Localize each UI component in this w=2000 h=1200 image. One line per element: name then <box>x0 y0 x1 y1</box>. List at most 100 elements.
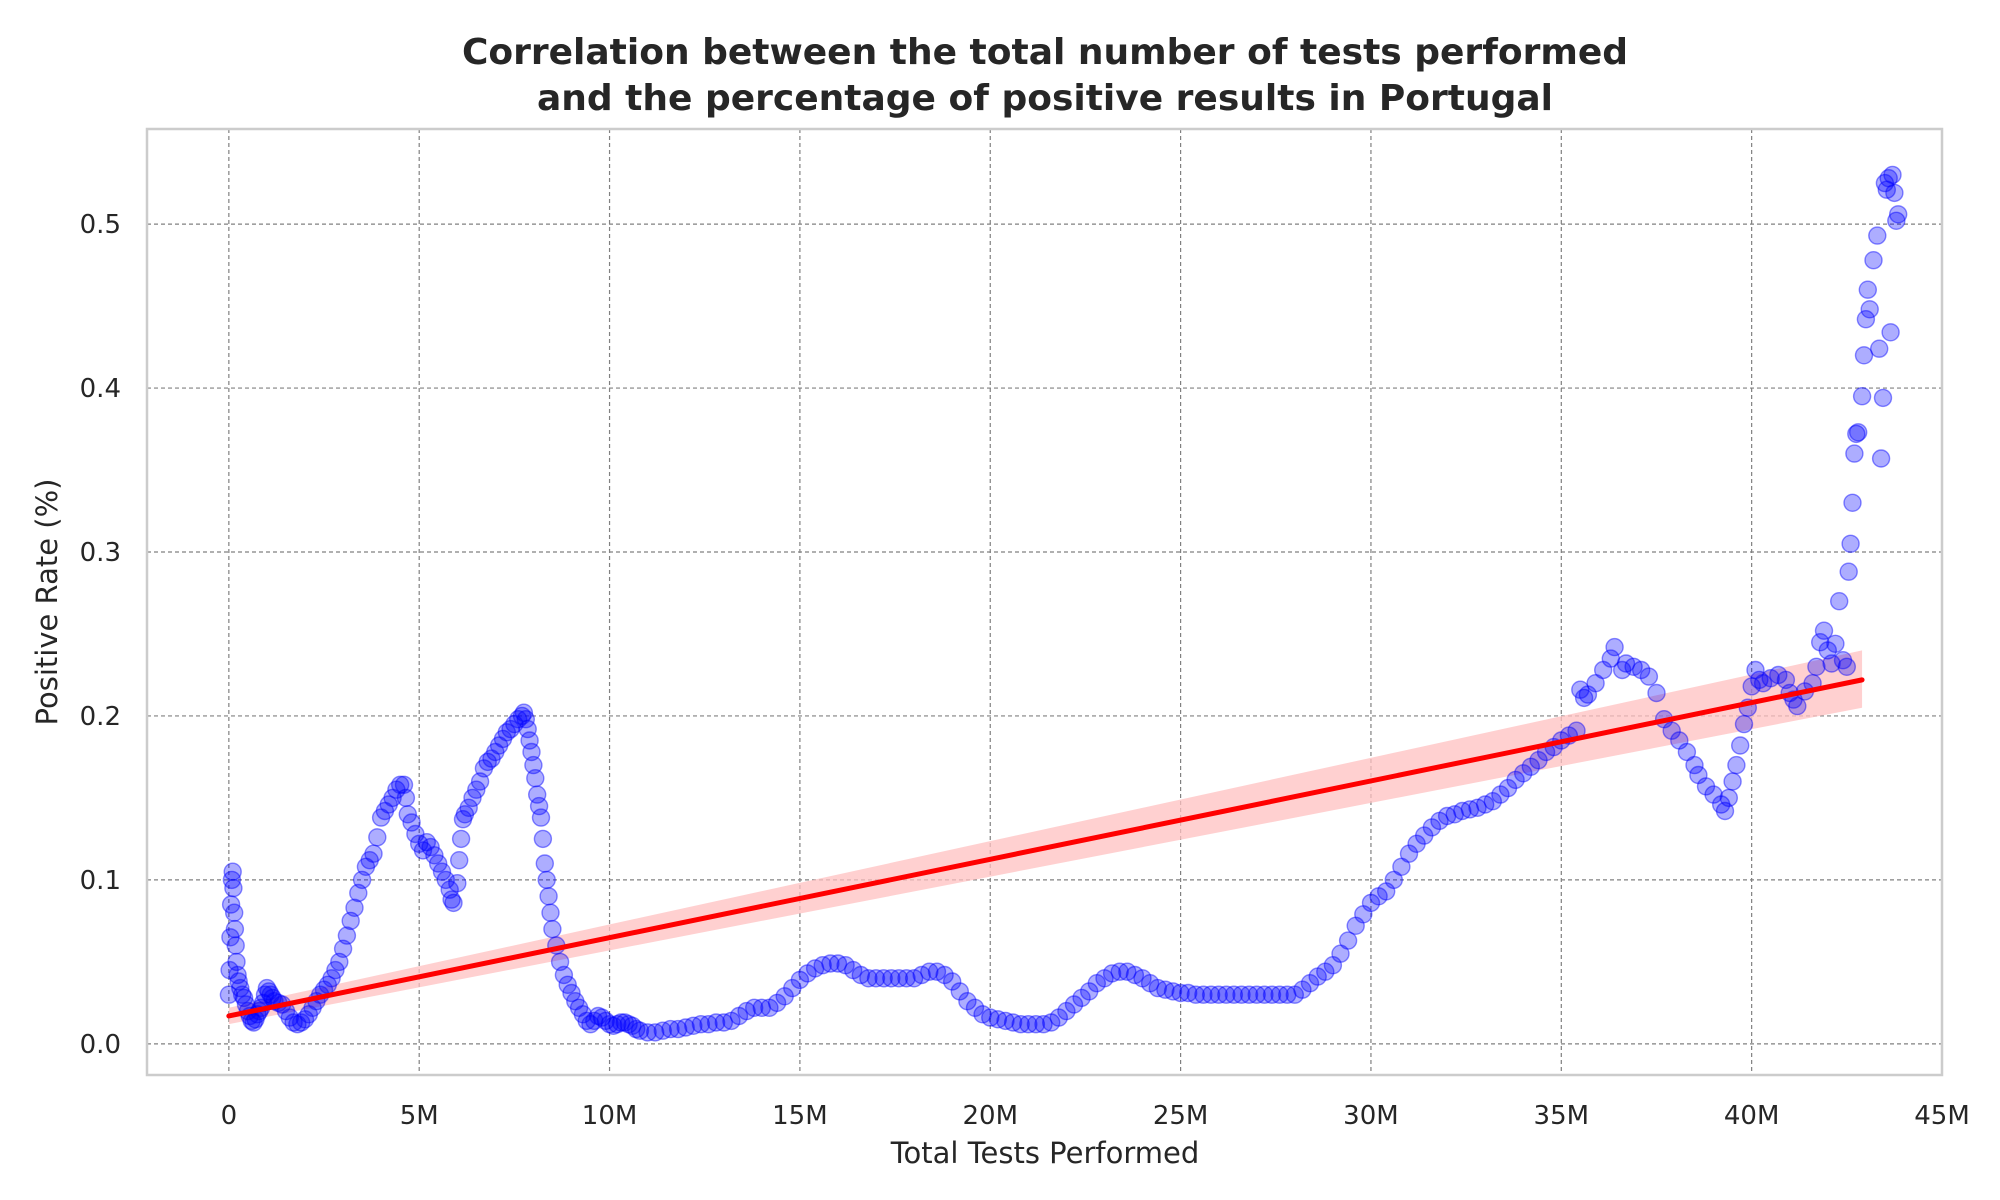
scatter-point <box>349 883 368 903</box>
scatter-point <box>1468 798 1487 817</box>
scatter-points-layer <box>219 165 1908 1042</box>
scatter-point <box>1087 974 1107 993</box>
scatter-point <box>1852 387 1872 406</box>
x-tick-label: 25M <box>1153 1101 1209 1131</box>
scatter-point <box>882 969 901 988</box>
scatter-point <box>1858 280 1878 299</box>
scatter-point <box>1445 805 1464 824</box>
scatter-point <box>1746 660 1765 680</box>
scatter-point <box>760 998 779 1017</box>
scatter-point <box>444 893 463 913</box>
scatter-point <box>1079 982 1099 1001</box>
scatter-point <box>322 969 341 988</box>
scatter-point <box>611 1013 631 1032</box>
scatter-point <box>402 813 421 832</box>
scatter-point <box>851 965 870 985</box>
scatter-point <box>219 985 239 1004</box>
scatter-point <box>1194 985 1213 1004</box>
scatter-point <box>1864 251 1883 270</box>
scatter-point <box>1437 806 1457 826</box>
scatter-point <box>653 1021 672 1040</box>
scatter-point <box>1201 985 1221 1004</box>
scatter-point <box>220 960 239 980</box>
scatter-point <box>226 936 245 955</box>
scatter-point <box>522 742 541 762</box>
scatter-point <box>1883 165 1902 185</box>
scatter-point <box>459 798 478 817</box>
scatter-point <box>417 833 436 852</box>
scatter-point <box>533 829 553 849</box>
scatter-point <box>528 785 547 804</box>
scatter-point <box>221 928 240 947</box>
scatter-point <box>501 719 520 739</box>
scatter-point <box>1730 736 1750 755</box>
scatter-point <box>630 1021 650 1040</box>
plot-frame <box>145 127 1944 1077</box>
x-axis-label: Total Tests Performed <box>890 1136 1199 1170</box>
scatter-point <box>1856 310 1876 329</box>
scatter-point <box>455 805 475 824</box>
scatter-point <box>615 1013 634 1032</box>
scatter-point <box>1616 654 1636 673</box>
scatter-point <box>1631 660 1651 680</box>
x-tick-label: 10M <box>582 1101 638 1131</box>
scatter-point <box>1521 757 1541 776</box>
scatter-point <box>1171 983 1190 1003</box>
scatter-point <box>371 808 391 827</box>
scatter-point <box>577 1011 596 1031</box>
scatter-point <box>1331 944 1350 963</box>
scatter-point <box>450 851 469 870</box>
scatter-point <box>1601 649 1621 668</box>
scatter-point <box>1369 887 1388 906</box>
scatter-point <box>391 775 410 794</box>
scatter-point <box>330 952 349 972</box>
scatter-point <box>1888 205 1908 224</box>
scatter-point <box>798 964 817 983</box>
scatter-point <box>1392 857 1411 876</box>
scatter-point <box>813 956 832 975</box>
scatter-point <box>1647 683 1666 703</box>
scatter-point <box>1829 592 1849 611</box>
scatter-point <box>1873 388 1893 408</box>
scatter-point <box>1186 985 1206 1004</box>
scatter-point <box>1376 882 1396 901</box>
scatter-point <box>1232 985 1251 1004</box>
scatter-point <box>874 969 893 988</box>
scatter-point <box>255 985 275 1004</box>
scatter-point <box>292 1013 311 1032</box>
scatter-point <box>581 1014 600 1034</box>
scatter-point <box>943 972 962 991</box>
scatter-point <box>1255 985 1274 1004</box>
scatter-point <box>360 851 379 870</box>
x-tick-label: 45M <box>1914 1101 1970 1131</box>
scatter-point <box>529 796 549 816</box>
scatter-point <box>1605 637 1624 657</box>
scatter-point <box>352 870 372 890</box>
scatter-point <box>1026 1014 1046 1034</box>
scatter-point <box>585 1011 604 1031</box>
scatter-point <box>379 795 398 814</box>
scatter-point <box>550 952 570 972</box>
scatter-point <box>981 1008 1000 1027</box>
scatter-point <box>844 960 863 980</box>
scatter-point <box>1723 772 1742 791</box>
scatter-point <box>1847 424 1866 444</box>
scatter-point <box>1715 801 1735 821</box>
scatter-point <box>1814 621 1834 640</box>
scatter-point <box>1869 339 1889 358</box>
scatter-point <box>1875 173 1895 193</box>
scatter-point <box>988 1010 1008 1029</box>
scatter-point <box>1826 634 1845 653</box>
scatter-point <box>425 846 444 865</box>
y-tick-label: 0.3 <box>80 538 121 568</box>
scatter-point <box>904 969 924 988</box>
scatter-point <box>745 998 764 1017</box>
scatter-point <box>368 828 387 847</box>
scatter-point <box>996 1011 1015 1031</box>
scatter-point <box>1868 226 1887 245</box>
scatter-point <box>1019 1014 1038 1034</box>
scatter-point <box>1156 980 1175 999</box>
scatter-point <box>539 887 558 906</box>
scatter-point <box>828 954 848 973</box>
scatter-point <box>1140 974 1160 993</box>
